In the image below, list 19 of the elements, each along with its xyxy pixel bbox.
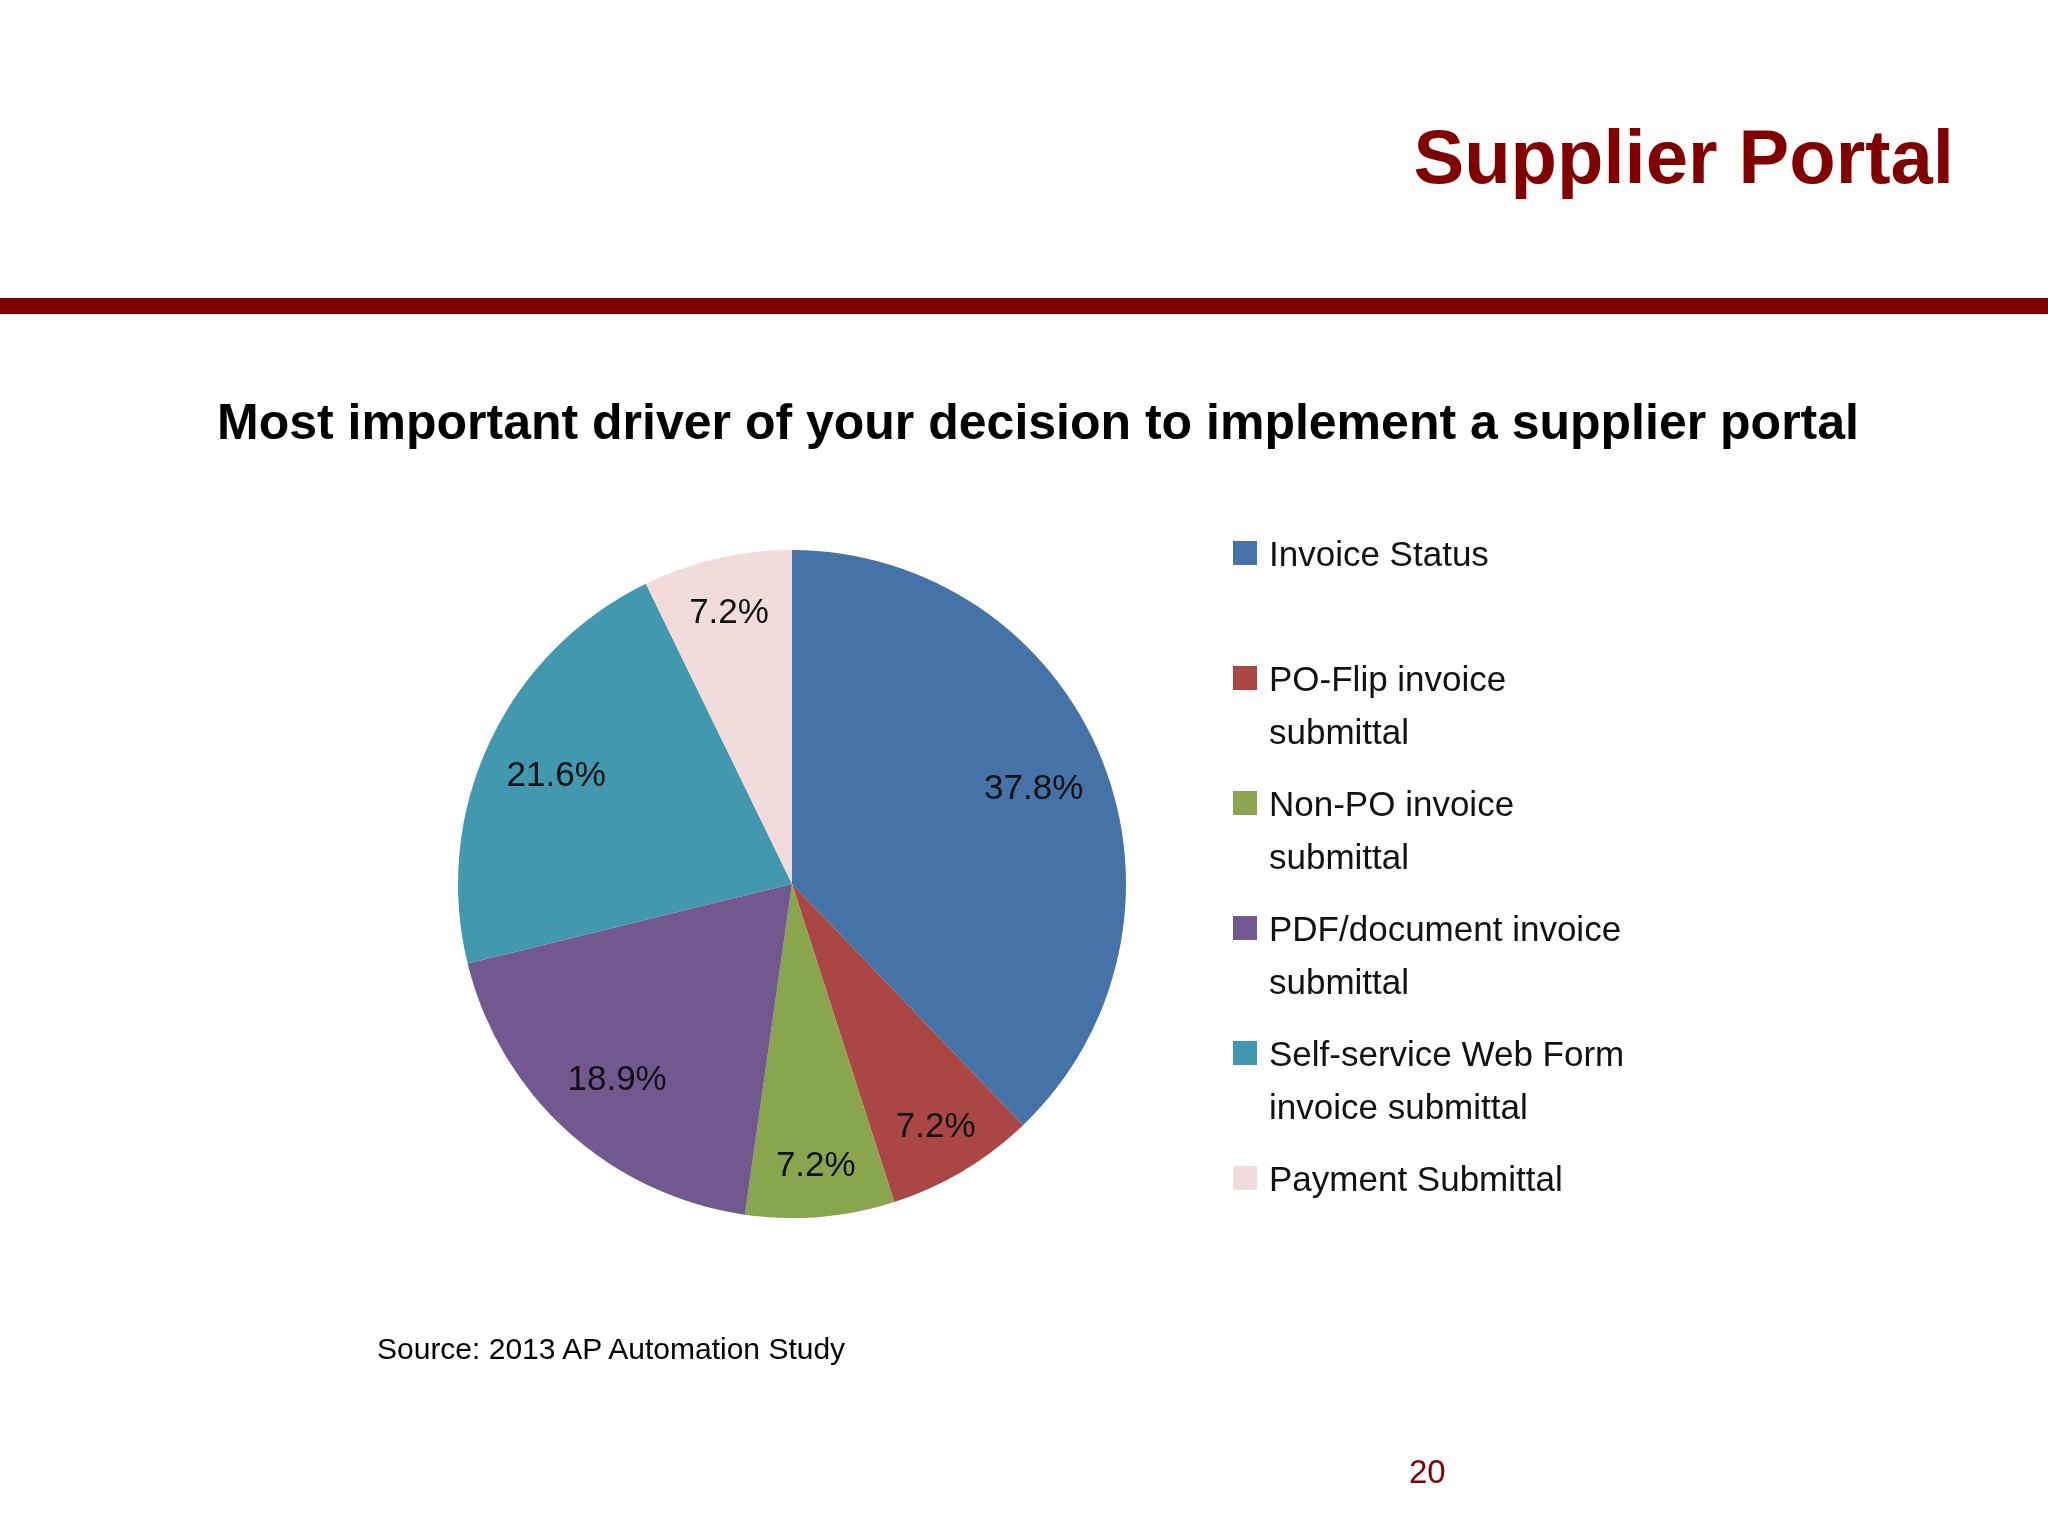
data-label: 18.9%: [567, 1057, 667, 1097]
data-label: 7.2%: [689, 591, 769, 631]
legend-label: PDF/document invoice submittal: [1269, 908, 1623, 1003]
chart-title: Supplier Portal: [1413, 114, 1954, 199]
data-label: 37.8%: [984, 767, 1084, 807]
legend-label: Non-PO invoice submittal: [1269, 783, 1516, 878]
data-label: 7.2%: [895, 1105, 976, 1145]
data-label: 21.6%: [506, 753, 606, 793]
legend-label: Invoice Status: [1269, 533, 1490, 575]
pie-slice: [645, 550, 792, 884]
legend-label: Self-service Web Form invoice submittal: [1269, 1033, 1626, 1128]
chart-subtitle: Most important driver of your decision to implement a supplier portal: [216, 393, 1860, 450]
legend-label: Payment Submittal: [1269, 1158, 1564, 1200]
legend-label: PO-Flip invoice submittal: [1269, 658, 1508, 753]
source-note: Source: 2013 AP Automation Study: [377, 1331, 846, 1365]
data-label: 7.2%: [775, 1144, 856, 1184]
text: 20: [1409, 1452, 1446, 1491]
pie-slice: [744, 884, 895, 1218]
pie-slice: [458, 583, 792, 964]
